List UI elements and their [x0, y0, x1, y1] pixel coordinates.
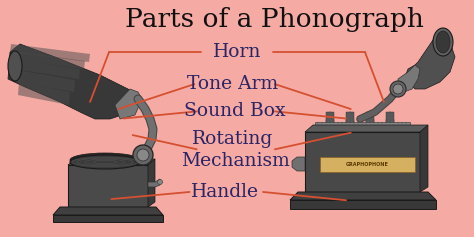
- Text: GRAPHOPHONE: GRAPHOPHONE: [346, 163, 388, 168]
- Ellipse shape: [157, 179, 163, 184]
- Text: Rotating: Rotating: [191, 130, 273, 148]
- Polygon shape: [68, 165, 148, 207]
- Ellipse shape: [366, 112, 374, 132]
- Bar: [366, 112, 374, 132]
- Ellipse shape: [436, 31, 450, 53]
- Ellipse shape: [70, 155, 140, 169]
- Circle shape: [393, 84, 403, 94]
- Bar: [315, 122, 410, 127]
- Polygon shape: [305, 125, 428, 132]
- Bar: [346, 112, 354, 132]
- Polygon shape: [115, 89, 142, 119]
- Bar: [386, 112, 394, 132]
- Bar: [326, 112, 334, 132]
- Polygon shape: [148, 159, 155, 207]
- Polygon shape: [53, 215, 163, 222]
- Polygon shape: [305, 132, 420, 192]
- Circle shape: [137, 149, 149, 161]
- Polygon shape: [68, 159, 155, 165]
- Polygon shape: [420, 125, 428, 192]
- Ellipse shape: [8, 51, 22, 81]
- Ellipse shape: [346, 112, 354, 132]
- Polygon shape: [12, 51, 85, 69]
- Polygon shape: [18, 82, 70, 105]
- Text: Horn: Horn: [213, 43, 261, 61]
- Text: Parts of a Phonograph: Parts of a Phonograph: [126, 7, 424, 32]
- Text: Tone Arm: Tone Arm: [187, 75, 278, 93]
- Ellipse shape: [386, 112, 394, 132]
- Ellipse shape: [433, 28, 453, 56]
- Ellipse shape: [70, 153, 140, 167]
- Polygon shape: [148, 179, 160, 187]
- Circle shape: [390, 81, 406, 97]
- Polygon shape: [405, 37, 455, 89]
- Ellipse shape: [326, 112, 334, 132]
- Text: Sound Box: Sound Box: [184, 102, 286, 120]
- Polygon shape: [398, 65, 420, 92]
- Text: Handle: Handle: [191, 183, 259, 201]
- Polygon shape: [53, 207, 163, 215]
- Text: Mechanism: Mechanism: [181, 152, 290, 170]
- Polygon shape: [16, 70, 75, 92]
- Polygon shape: [290, 192, 436, 200]
- Polygon shape: [292, 157, 305, 171]
- Polygon shape: [290, 200, 436, 209]
- Circle shape: [133, 145, 153, 165]
- Polygon shape: [320, 157, 415, 172]
- Polygon shape: [10, 44, 90, 62]
- Polygon shape: [14, 59, 80, 79]
- Polygon shape: [8, 44, 138, 119]
